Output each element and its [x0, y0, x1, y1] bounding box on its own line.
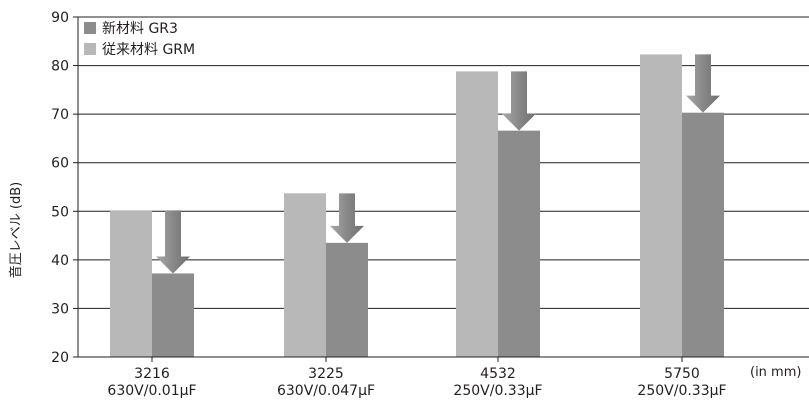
bar-conventional-grm	[456, 71, 498, 358]
y-tick-label: 30	[51, 301, 69, 317]
x-axis-labels: 3216630V/0.01μF3225630V/0.047μF4532250V/…	[107, 366, 726, 399]
reduction-arrows	[156, 54, 720, 274]
legend-box	[80, 18, 230, 62]
reduction-arrow	[156, 210, 190, 274]
bars	[110, 54, 724, 358]
legend-swatch	[84, 43, 96, 55]
x-tick-label-rating: 250V/0.33μF	[637, 383, 726, 399]
bar-conventional-grm	[640, 54, 682, 358]
x-tick-label-size: 4532	[480, 366, 516, 382]
y-tick-label: 40	[51, 253, 69, 269]
y-tick-label: 60	[51, 156, 69, 172]
bar-new-gr3	[682, 112, 724, 357]
bar-conventional-grm	[110, 210, 152, 357]
x-tick-label-size: 3225	[308, 366, 344, 382]
x-tick-label-rating: 630V/0.047μF	[277, 383, 375, 399]
y-tick-label: 20	[51, 350, 69, 366]
legend-label: 新材料 GR3	[102, 21, 178, 37]
axes	[77, 17, 809, 362]
x-tick-label-rating: 250V/0.33μF	[453, 383, 542, 399]
grid-lines	[78, 16, 809, 309]
y-axis-ticks: 20 30 40 50 60 70 80 90	[51, 10, 78, 366]
legend: 新材料 GR3 従来材料 GRM	[80, 18, 230, 62]
x-tick-label-rating: 630V/0.01μF	[107, 383, 196, 399]
reduction-arrow	[686, 54, 720, 113]
y-axis-label: 音圧レベル (dB)	[8, 182, 24, 278]
bar-new-gr3	[152, 273, 194, 357]
unit-note: (in mm)	[750, 365, 801, 380]
bar-new-gr3	[326, 242, 368, 357]
bar-new-gr3	[498, 130, 540, 357]
y-tick-label: 90	[51, 10, 69, 26]
bar-conventional-grm	[284, 193, 326, 357]
x-tick-label-size: 3216	[134, 366, 170, 382]
reduction-arrow	[502, 71, 536, 131]
y-tick-label: 70	[51, 107, 69, 123]
legend-swatch	[84, 22, 96, 34]
x-tick-label-size: 5750	[664, 366, 700, 382]
y-tick-label: 50	[51, 204, 69, 220]
y-tick-label: 80	[51, 59, 69, 75]
legend-label: 従来材料 GRM	[102, 42, 195, 58]
reduction-arrow	[330, 193, 364, 243]
